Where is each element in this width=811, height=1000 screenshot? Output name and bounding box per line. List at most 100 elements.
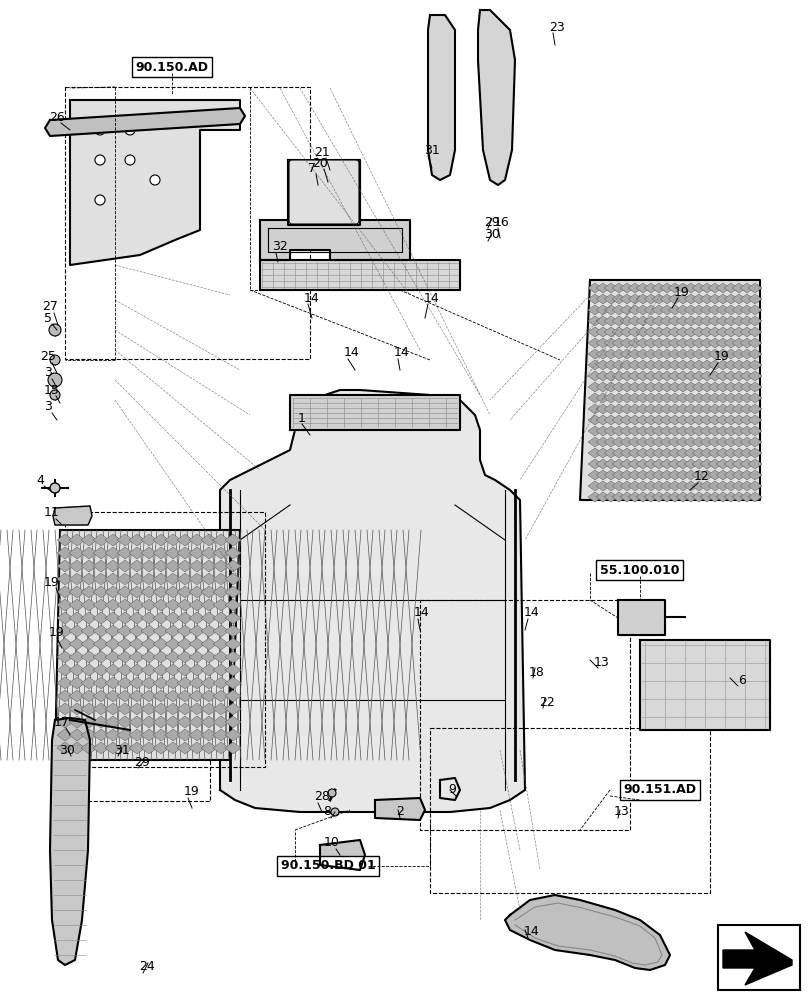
Polygon shape [620, 393, 633, 403]
Polygon shape [212, 703, 229, 715]
Text: 11: 11 [44, 506, 60, 520]
Polygon shape [643, 459, 657, 469]
Polygon shape [627, 360, 642, 370]
Polygon shape [659, 426, 673, 436]
Polygon shape [683, 481, 697, 491]
Polygon shape [225, 690, 241, 702]
Polygon shape [611, 426, 625, 436]
Polygon shape [723, 327, 737, 337]
Polygon shape [620, 305, 633, 315]
Text: 29: 29 [483, 216, 500, 229]
Polygon shape [699, 283, 713, 293]
Polygon shape [595, 481, 609, 491]
Polygon shape [603, 371, 617, 381]
Polygon shape [587, 459, 601, 469]
Polygon shape [667, 492, 681, 502]
Polygon shape [201, 534, 217, 546]
Polygon shape [141, 560, 157, 572]
Polygon shape [747, 470, 761, 480]
Polygon shape [699, 294, 713, 304]
Polygon shape [189, 586, 204, 598]
Polygon shape [611, 437, 625, 447]
Polygon shape [152, 599, 169, 611]
Polygon shape [676, 448, 689, 458]
Polygon shape [165, 612, 181, 624]
Polygon shape [177, 729, 193, 741]
Polygon shape [129, 612, 145, 624]
Polygon shape [595, 316, 609, 326]
Polygon shape [723, 360, 737, 370]
Polygon shape [627, 305, 642, 315]
Polygon shape [707, 316, 721, 326]
Polygon shape [747, 349, 761, 359]
Polygon shape [739, 437, 753, 447]
Polygon shape [651, 448, 665, 458]
Polygon shape [651, 316, 665, 326]
Polygon shape [731, 393, 745, 403]
Polygon shape [152, 742, 169, 754]
Polygon shape [225, 638, 241, 650]
Polygon shape [683, 382, 697, 392]
Polygon shape [739, 393, 753, 403]
Polygon shape [595, 327, 609, 337]
Polygon shape [105, 729, 121, 741]
Polygon shape [715, 415, 729, 425]
Polygon shape [691, 349, 705, 359]
Polygon shape [587, 404, 601, 414]
Polygon shape [93, 690, 109, 702]
Text: 31: 31 [423, 144, 440, 157]
Polygon shape [747, 426, 761, 436]
Polygon shape [129, 560, 145, 572]
Polygon shape [603, 360, 617, 370]
Polygon shape [691, 294, 705, 304]
Polygon shape [715, 338, 729, 348]
Polygon shape [81, 573, 97, 585]
Polygon shape [587, 349, 601, 359]
Polygon shape [611, 338, 625, 348]
Polygon shape [69, 638, 85, 650]
Bar [65, 87, 310, 359]
Polygon shape [117, 651, 133, 663]
Polygon shape [635, 459, 649, 469]
Polygon shape [627, 448, 642, 458]
Polygon shape [201, 677, 217, 689]
Polygon shape [627, 470, 642, 480]
Polygon shape [165, 664, 181, 676]
Polygon shape [707, 382, 721, 392]
Polygon shape [707, 371, 721, 381]
Polygon shape [715, 448, 729, 458]
Polygon shape [201, 560, 217, 572]
Polygon shape [93, 664, 109, 676]
Polygon shape [635, 470, 649, 480]
Polygon shape [651, 437, 665, 447]
Polygon shape [635, 415, 649, 425]
Polygon shape [105, 742, 121, 754]
Polygon shape [739, 459, 753, 469]
Polygon shape [212, 651, 229, 663]
Polygon shape [595, 371, 609, 381]
Polygon shape [105, 560, 121, 572]
Polygon shape [603, 382, 617, 392]
Polygon shape [611, 459, 625, 469]
Polygon shape [603, 470, 617, 480]
Polygon shape [105, 573, 121, 585]
Text: 24: 24 [139, 960, 155, 973]
Polygon shape [129, 599, 145, 611]
Polygon shape [201, 599, 217, 611]
Polygon shape [129, 586, 145, 598]
Polygon shape [587, 283, 601, 293]
Text: 16: 16 [494, 216, 509, 229]
Polygon shape [683, 305, 697, 315]
Polygon shape [81, 599, 97, 611]
Circle shape [150, 175, 160, 185]
Text: 13: 13 [613, 805, 629, 818]
Text: 55.100.010: 55.100.010 [599, 564, 679, 576]
Polygon shape [189, 534, 204, 546]
Polygon shape [129, 664, 145, 676]
Polygon shape [212, 573, 229, 585]
Circle shape [328, 789, 336, 797]
Polygon shape [189, 742, 204, 754]
Polygon shape [69, 547, 85, 559]
Polygon shape [676, 360, 689, 370]
Polygon shape [627, 492, 642, 502]
